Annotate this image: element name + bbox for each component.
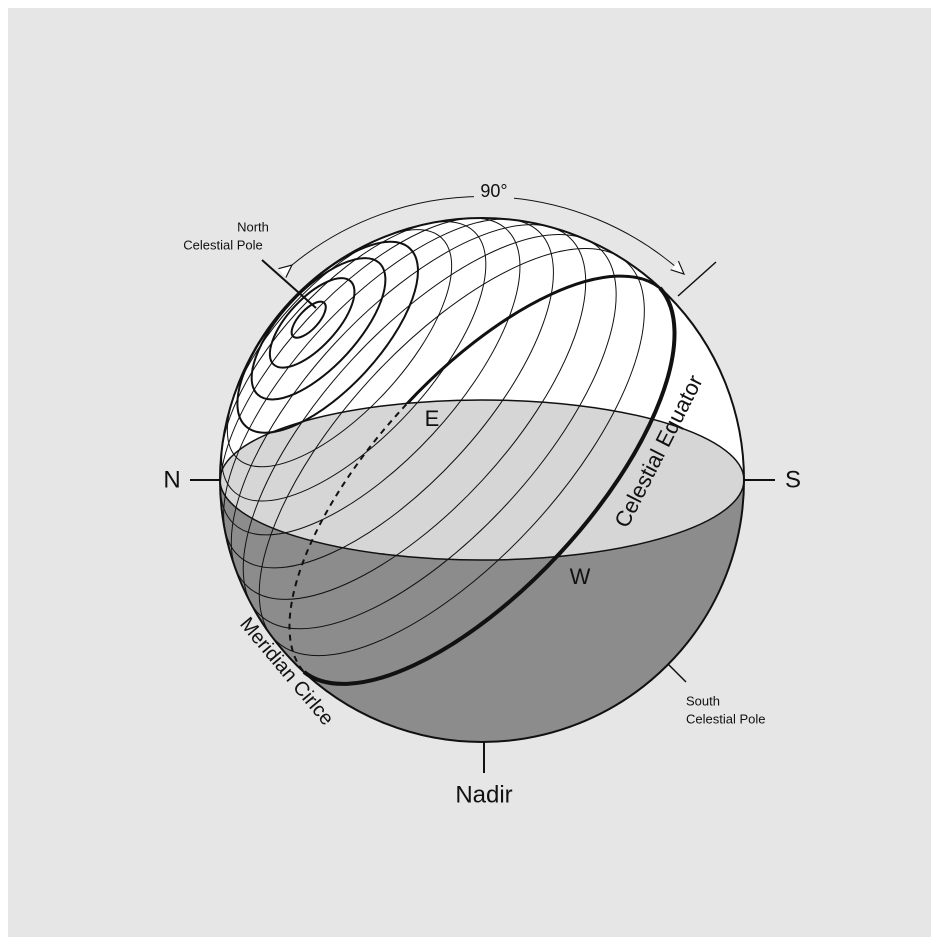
diurnal-circle	[221, 221, 487, 502]
north-pole-label: North	[237, 219, 269, 234]
diurnal-circle	[223, 218, 554, 569]
nadir-label: Nadir	[455, 781, 512, 808]
south-pole-label: Celestial Pole	[686, 711, 766, 726]
west-label: W	[570, 564, 591, 589]
diurnal-circle	[230, 224, 587, 600]
equator-tick	[677, 261, 717, 297]
angle-label: 90°	[480, 181, 507, 201]
south-pole-label: South	[686, 693, 720, 708]
north-label: N	[163, 466, 180, 493]
east-label: E	[425, 406, 440, 431]
angle-label-bg	[474, 180, 514, 204]
celestial-equator-hidden	[288, 400, 661, 673]
south-label: S	[785, 466, 801, 493]
diurnal-circle	[290, 300, 327, 339]
diurnal-circle	[220, 218, 521, 536]
diurnal-circle	[242, 233, 617, 630]
north-pole-pointer	[261, 259, 317, 309]
south-pole-pointer	[667, 663, 687, 683]
diurnal-circle	[226, 229, 453, 468]
north-pole-label: Celestial Pole	[183, 237, 263, 252]
celestial-equator-front	[302, 286, 677, 686]
diurnal-circle	[268, 277, 356, 369]
